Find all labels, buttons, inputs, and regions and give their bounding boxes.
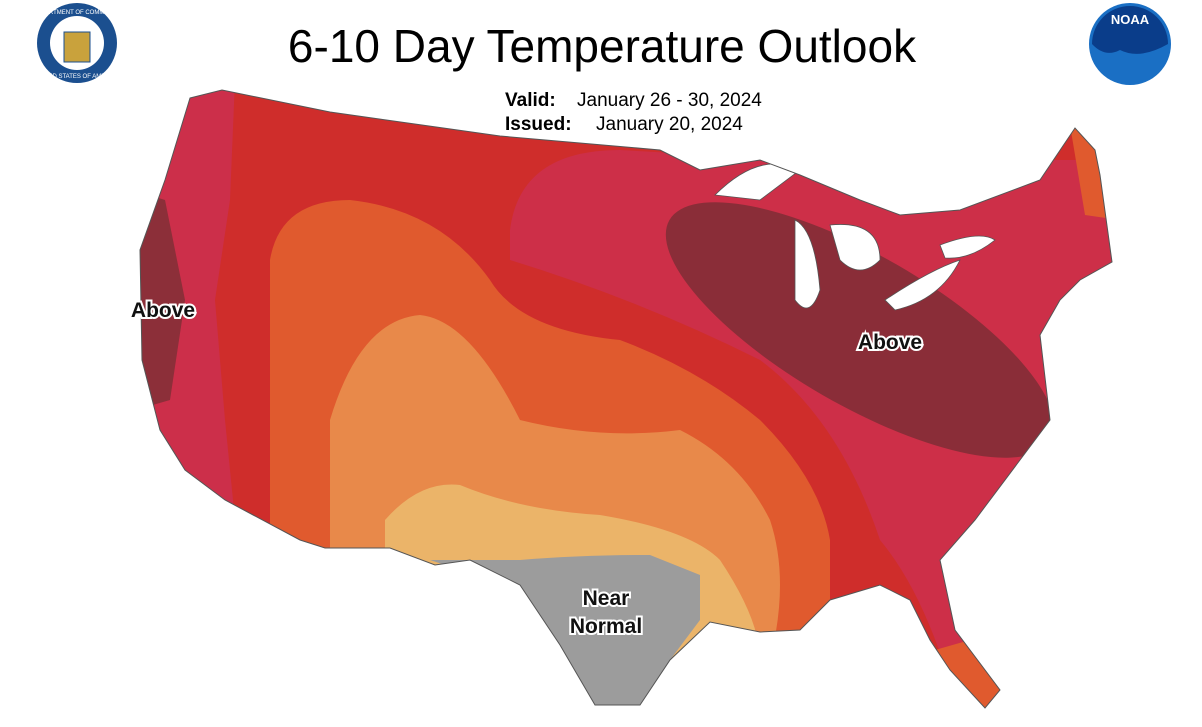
region-label: Near	[583, 587, 630, 610]
title: 6-10 Day Temperature Outlook	[288, 20, 917, 72]
logo-commerce: DEPARTMENT OF COMMERCE UNITED STATES OF …	[33, 3, 121, 83]
us-outline	[139, 89, 1113, 709]
noaa-text: NOAA	[1111, 12, 1150, 27]
seal-bottom-text: UNITED STATES OF AMERICA	[34, 74, 119, 80]
issued-date: January 20, 2024	[596, 114, 743, 135]
seal-top-text: DEPARTMENT OF COMMERCE	[33, 10, 121, 16]
valid-dates: January 26 - 30, 2024	[577, 90, 762, 111]
region-label: Normal	[570, 615, 642, 638]
valid-label: Valid:	[505, 90, 556, 111]
issued-label: Issued:	[505, 114, 572, 135]
region-label: Above	[858, 331, 922, 354]
logo-noaa: NOAA	[1089, 3, 1171, 85]
region-label: Above	[131, 299, 195, 322]
